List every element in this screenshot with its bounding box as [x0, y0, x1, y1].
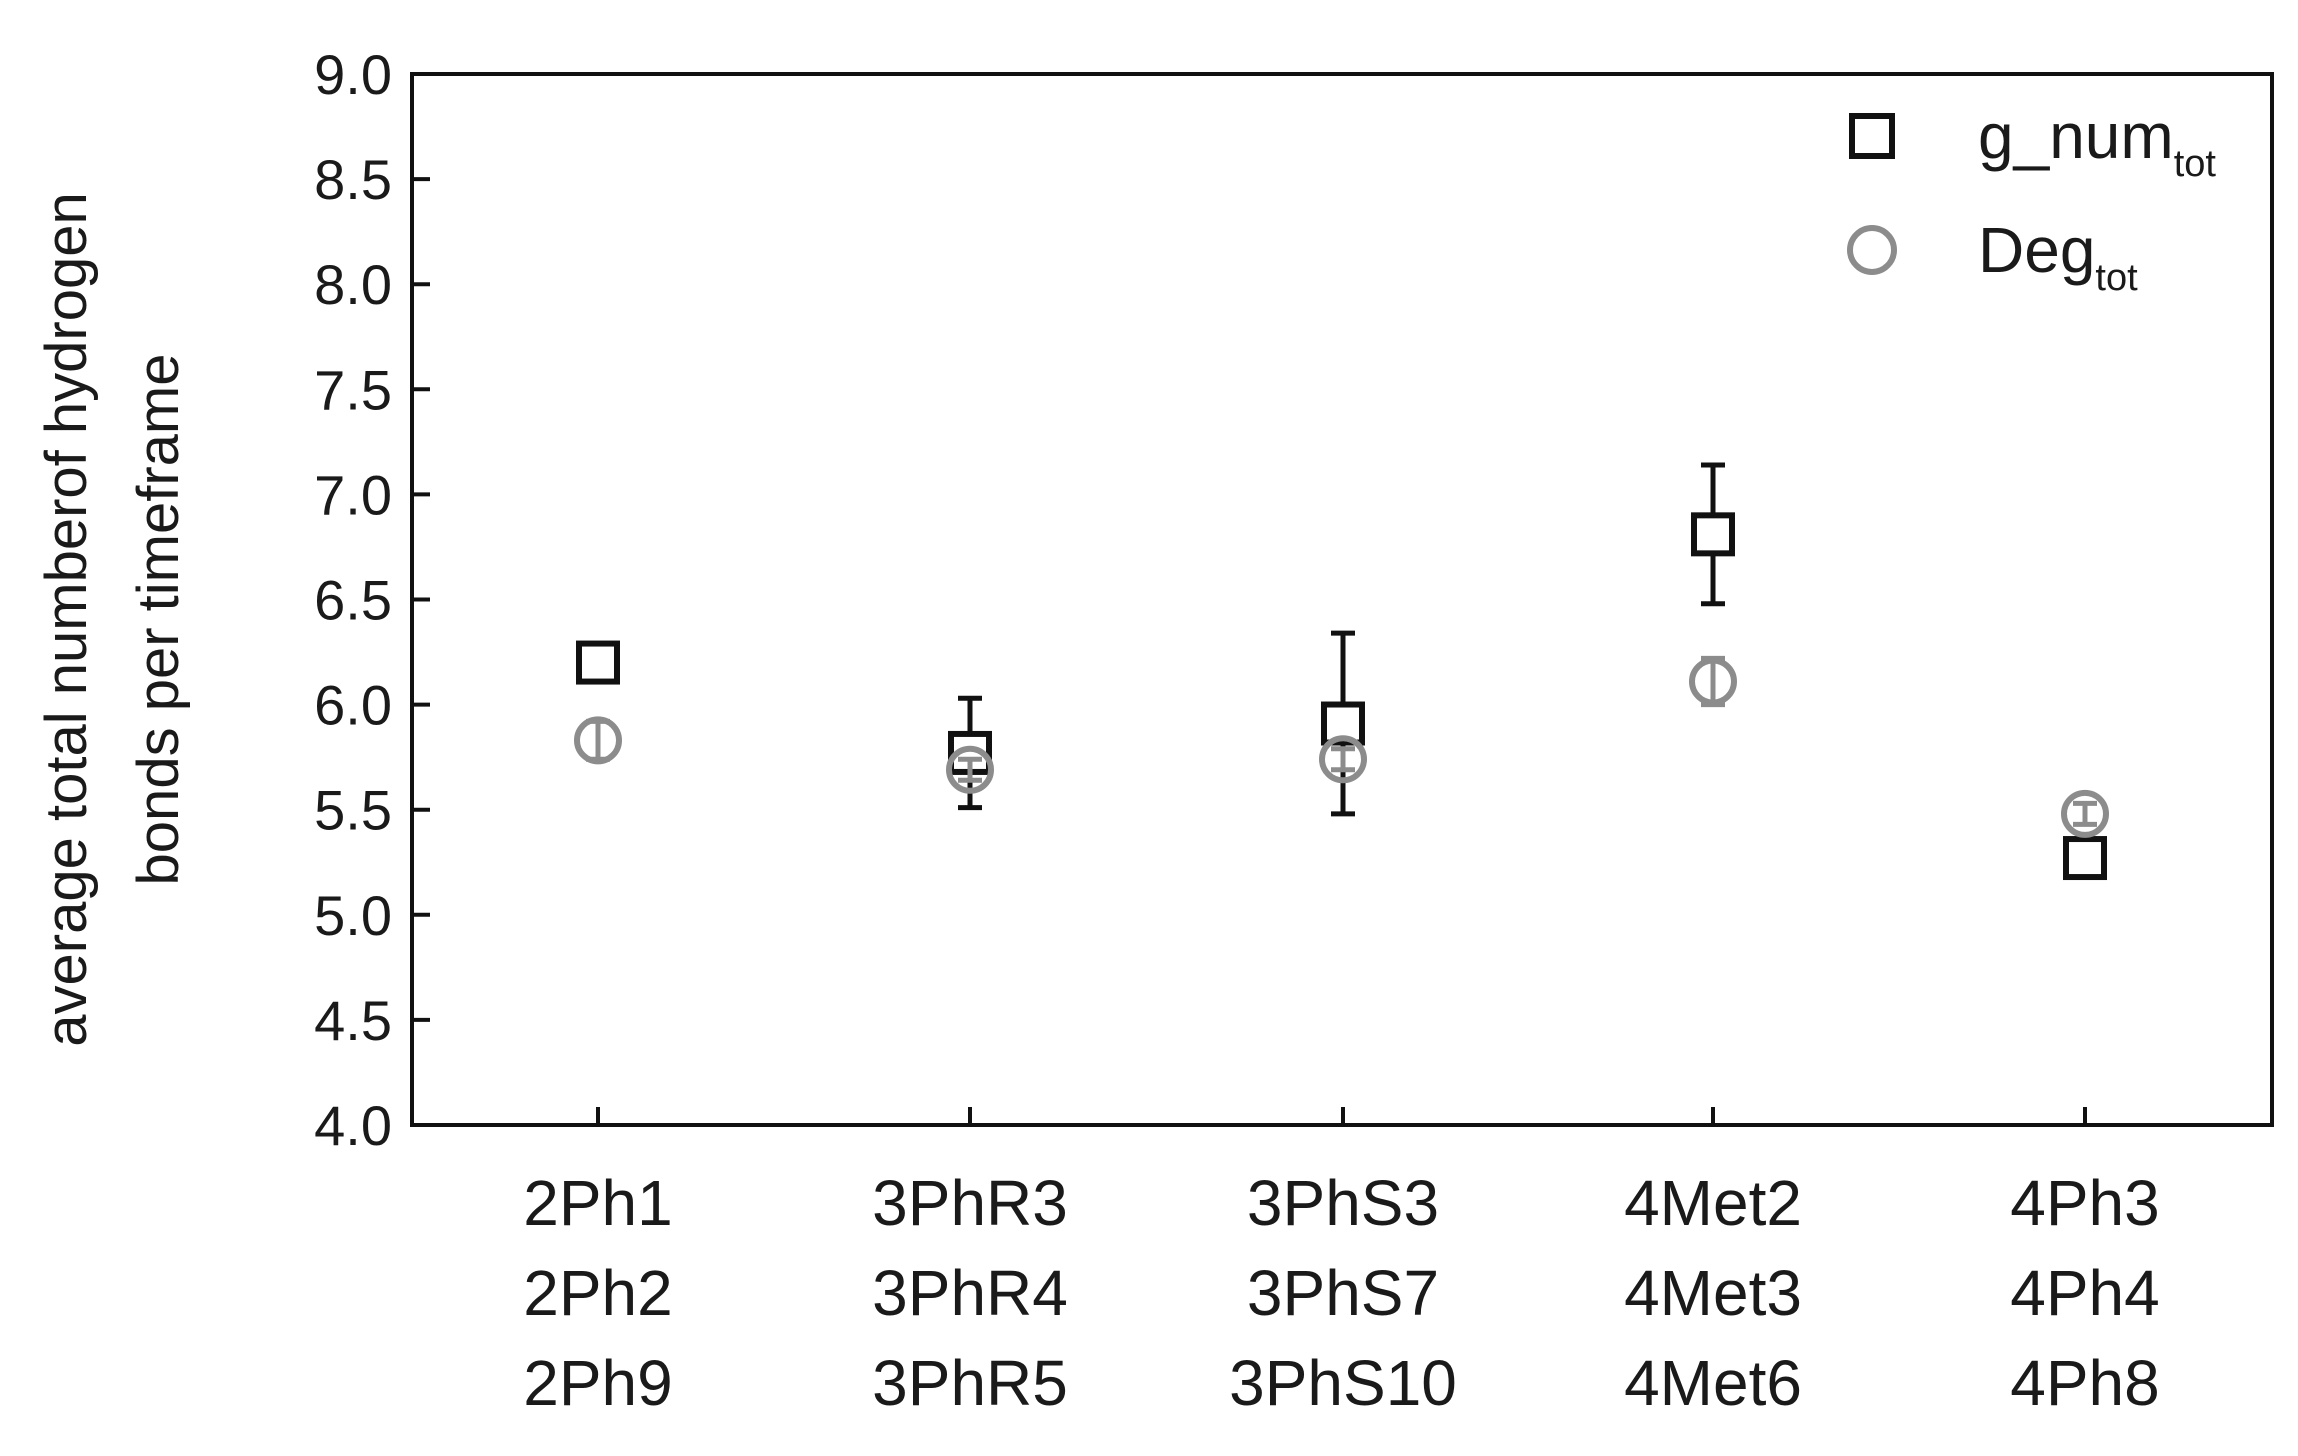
x-category-label: 4Met2 — [1624, 1167, 1802, 1239]
legend-label: Degtot — [1978, 214, 2138, 299]
data-point-circle — [2061, 789, 2109, 838]
data-point-circle — [1689, 657, 1737, 706]
axes-layer: 4.0 4.5 5.0 5.5 6.0 6.5 7.0 7.5 8.0 8.5 9.0 2Ph1 2Ph… — [34, 43, 2274, 1419]
x-category-label: 3PhR5 — [872, 1347, 1068, 1419]
data-point-circle — [1319, 735, 1367, 784]
x-category-label: 3PhS7 — [1247, 1257, 1439, 1329]
x-category-label: 4Met3 — [1624, 1257, 1802, 1329]
x-category-label: 2Ph2 — [523, 1257, 672, 1329]
legend-label: g_numtot — [1978, 100, 2216, 185]
y-tick-label: 6.5 — [314, 569, 392, 632]
y-axis-title: average total numberof hydrogen — [34, 192, 99, 1046]
x-category-label: 3PhR3 — [872, 1167, 1068, 1239]
x-category-label: 4Met6 — [1624, 1347, 1802, 1419]
y-tick-label: 9.0 — [314, 43, 392, 106]
legend-symbol-circle — [1847, 225, 1897, 275]
legend-symbol-square — [1849, 113, 1895, 159]
x-category-label: 4Ph8 — [2010, 1347, 2159, 1419]
legend-label-subscript: tot — [2095, 257, 2138, 299]
y-tick-label: 7.0 — [314, 463, 392, 526]
y-tick-label: 7.5 — [314, 358, 392, 421]
y-tick-label: 4.0 — [314, 1094, 392, 1157]
x-category-label: 2Ph1 — [523, 1167, 672, 1239]
marks-layer — [574, 462, 2109, 881]
data-point-square — [576, 640, 620, 685]
legend-label-subscript: tot — [2174, 143, 2217, 185]
legend-label-main: Deg — [1978, 214, 2095, 286]
x-category-label: 3PhS3 — [1247, 1167, 1439, 1239]
y-tick-label: 5.5 — [314, 779, 392, 842]
y-tick-label: 4.5 — [314, 989, 392, 1052]
data-point-square — [2063, 836, 2107, 881]
x-category-label: 2Ph9 — [523, 1347, 672, 1419]
y-tick-label: 5.0 — [314, 884, 392, 947]
data-point-circle — [574, 716, 622, 765]
y-axis-title: bonds per timeframe — [126, 354, 191, 886]
x-category-label: 3PhR4 — [872, 1257, 1068, 1329]
legend-label-main: g_num — [1978, 100, 2174, 172]
data-point-square — [1691, 512, 1735, 557]
y-tick-label: 8.0 — [314, 253, 392, 316]
x-category-label: 4Ph4 — [2010, 1257, 2159, 1329]
y-tick-label: 6.0 — [314, 674, 392, 737]
x-category-label: 4Ph3 — [2010, 1167, 2159, 1239]
data-point-circle — [946, 745, 994, 794]
x-category-label: 3PhS10 — [1229, 1347, 1457, 1419]
y-tick-label: 8.5 — [314, 148, 392, 211]
